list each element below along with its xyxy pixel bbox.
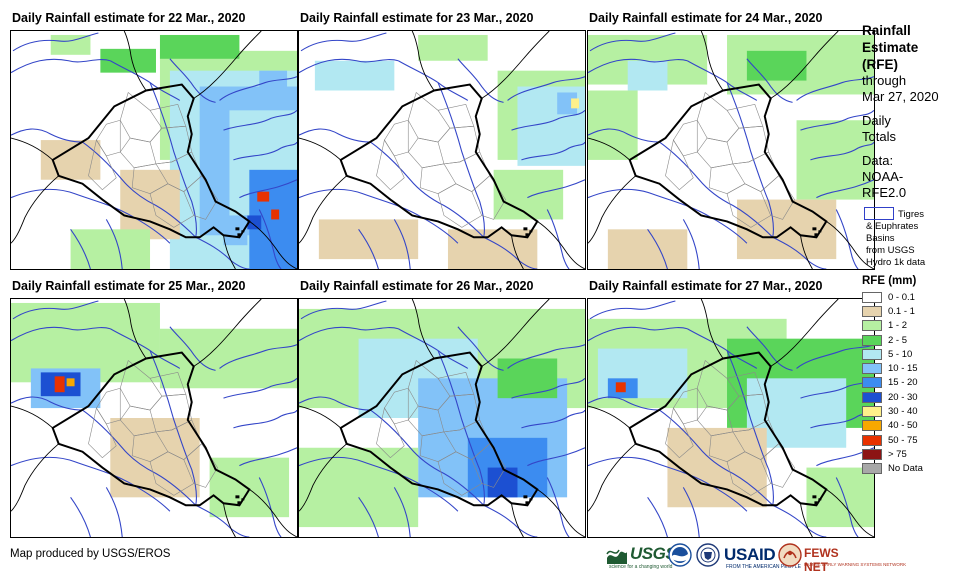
rfe-label: 40 - 50 [888,420,918,432]
legend-data-line: RFE2.0 [862,185,907,200]
rainfall-panel-23-mar: Daily Rainfall estimate for 23 Mar., 202… [298,10,586,278]
rainfall-map [10,30,298,270]
rainfall-panel-22-mar: Daily Rainfall estimate for 22 Mar., 202… [10,10,298,278]
rfe-legend-row: 40 - 50 [862,419,964,433]
legend-title-line: Rainfall [862,23,911,38]
rfe-legend-row: No Data [862,462,964,476]
logo-strip: USGS science for a changing world USAID … [606,541,906,574]
rfe-swatch [862,334,882,346]
rfe-legend-row: 20 - 30 [862,390,964,404]
rfe-label: 50 - 75 [888,434,918,446]
map-credit: Map produced by USGS/EROS [10,548,171,560]
rfe-label: 20 - 30 [888,391,918,403]
rfe-legend-row: 5 - 10 [862,347,964,361]
basin-line: Basins [866,233,895,244]
fews-net-tagline: FAMINE EARLY WARNING SYSTEMS NETWORK [804,562,907,567]
rfe-label: 30 - 40 [888,406,918,418]
rfe-label: 15 - 20 [888,377,918,389]
rfe-swatch [862,463,882,475]
rfe-label: No Data [888,463,923,475]
rainfall-map [298,30,586,270]
rfe-legend-row: 10 - 15 [862,361,964,375]
rainfall-fill [314,34,585,269]
rfe-label: 10 - 15 [888,363,918,375]
panel-title: Daily Rainfall estimate for 24 Mar., 202… [589,11,823,25]
rfe-legend-row: 15 - 20 [862,376,964,390]
rfe-label: 2 - 5 [888,334,908,346]
legend-data-line: NOAA- [862,169,904,184]
panel-title: Daily Rainfall estimate for 26 Mar., 202… [300,279,534,293]
rfe-legend-row: 1 - 2 [862,319,964,333]
rfe-legend-row: 0 - 0.1 [862,290,964,304]
noaa-logo-icon [668,543,692,567]
rainfall-fill [299,308,585,528]
legend-data-line: Data: [862,153,894,168]
rfe-swatch [862,420,882,432]
rfe-legend-title: RFE (mm) [862,275,917,287]
panel-title: Daily Rainfall estimate for 27 Mar., 202… [589,279,823,293]
rainfall-fill [588,34,874,269]
rainfall-panel-25-mar: Daily Rainfall estimate for 25 Mar., 202… [10,278,298,546]
usgs-logo-text: USGS [630,544,677,563]
rainfall-fill [40,34,297,269]
legend: Rainfall Estimate (RFE) through Mar 27, … [862,22,964,476]
usaid-tagline: FROM THE AMERICAN PEOPLE [726,564,801,570]
usgs-tagline: science for a changing world [609,564,673,570]
usaid-logo-text: USAID [724,545,776,564]
rfe-label: 0 - 0.1 [888,291,915,303]
rfe-legend-row: 2 - 5 [862,333,964,347]
basin-line: from USGS [866,245,915,256]
rfe-swatch [862,448,882,460]
rfe-swatch [862,406,882,418]
panel-title: Daily Rainfall estimate for 23 Mar., 202… [300,11,534,25]
rfe-swatch [862,391,882,403]
rfe-swatch [862,377,882,389]
rainfall-map [298,298,586,538]
rainfall-fill [588,318,874,528]
rainfall-panel-27-mar: Daily Rainfall estimate for 27 Mar., 202… [587,278,875,546]
rainfall-panel-26-mar: Daily Rainfall estimate for 26 Mar., 202… [298,278,586,546]
legend-title-line: Estimate [862,40,919,55]
rainfall-panel-24-mar: Daily Rainfall estimate for 24 Mar., 202… [587,10,875,278]
rfe-swatch [862,291,882,303]
rfe-legend-row: 30 - 40 [862,404,964,418]
rfe-swatch [862,434,882,446]
basin-legend-text: Tigres & Euphrates Basins from USGS Hydr… [866,209,962,269]
rfe-legend-row: 50 - 75 [862,433,964,447]
fews-net-logo-icon [778,543,802,567]
rfe-swatch [862,363,882,375]
rfe-swatch [862,348,882,360]
rfe-swatch [862,320,882,332]
rfe-label: > 75 [888,448,907,460]
fews-net-logo-text: FEWS NET [804,546,839,574]
panel-title: Daily Rainfall estimate for 22 Mar., 202… [12,11,246,25]
rainfall-map [587,30,875,270]
basin-line: Hydro 1k data [866,257,926,268]
rfe-label: 5 - 10 [888,348,913,360]
basin-legend: Tigres & Euphrates Basins from USGS Hydr… [862,207,964,269]
legend-period-line: Daily [862,113,891,128]
panel-title: Daily Rainfall estimate for 25 Mar., 202… [12,279,246,293]
rfe-legend-row: > 75 [862,447,964,461]
legend-period-line: Totals [862,129,896,144]
legend-through-date: Mar 27, 2020 [862,89,939,104]
legend-title-line: (RFE) [862,57,898,72]
rfe-swatch [862,305,882,317]
rfe-label: 1 - 2 [888,320,908,332]
rfe-legend: 0 - 0.1 0.1 - 1 1 - 2 2 - 5 5 - 10 10 - 15 15 … [862,290,964,476]
rainfall-map [587,298,875,538]
rainfall-map [10,298,298,538]
basin-line: & Euphrates [866,221,919,232]
usgs-logo-icon [606,549,627,564]
dhs-logo-icon [696,543,720,567]
legend-through: through [862,73,907,88]
rainfall-fill [11,302,297,518]
rfe-label: 0.1 - 1 [888,305,915,317]
basin-swatch [864,207,894,220]
rfe-legend-row: 0.1 - 1 [862,304,964,318]
basin-line: Tigres [898,209,925,220]
